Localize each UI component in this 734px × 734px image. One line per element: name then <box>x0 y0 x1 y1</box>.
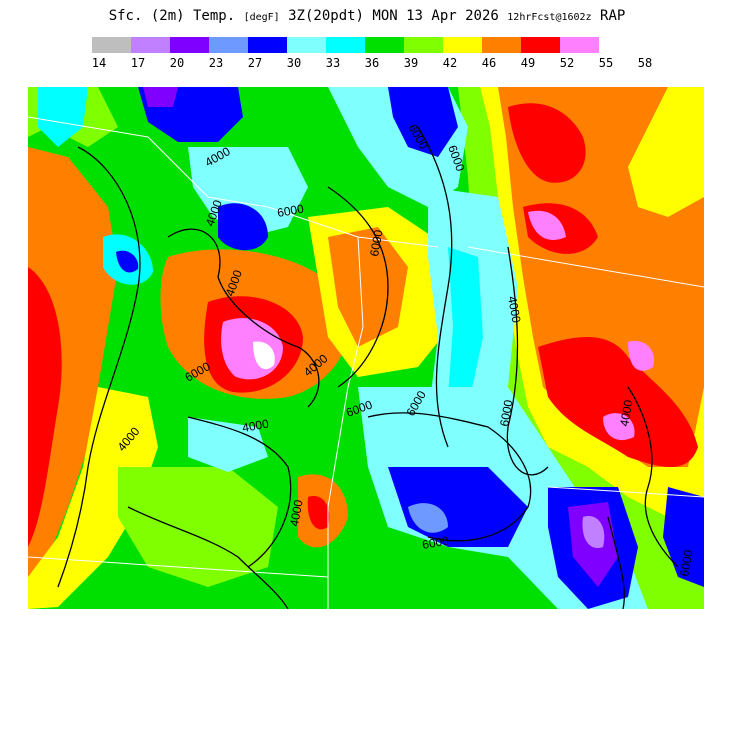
legend-swatch <box>365 37 404 53</box>
state-line-north <box>28 116 439 248</box>
legend-tick-label: 46 <box>481 56 497 70</box>
legend-swatch <box>560 37 599 53</box>
state-line-ne <box>467 246 704 288</box>
region-south-periwinkle <box>408 503 448 533</box>
contour-label: 6000 <box>276 201 305 219</box>
region-central-white <box>253 341 275 370</box>
legend-tick-label: 58 <box>637 56 653 70</box>
contour-4 <box>417 126 453 448</box>
legend-tick-label: 27 <box>247 56 263 70</box>
contour-label: 4000 <box>287 498 305 527</box>
region-center-orange <box>328 227 408 347</box>
legend-swatch <box>248 37 287 53</box>
title-main: Sfc. (2m) Temp. <box>108 8 236 24</box>
elevation-contours <box>57 126 679 609</box>
region-e-pink <box>628 340 654 371</box>
title-run: 12hrFcst@1602z <box>507 12 592 23</box>
region-west-red <box>28 267 62 547</box>
region-ne-pink <box>528 210 566 240</box>
legend-tick-label: 17 <box>130 56 146 70</box>
legend-tick-label: 42 <box>442 56 458 70</box>
region-e-pink-2 <box>603 413 635 441</box>
legend-tick-label: 49 <box>520 56 536 70</box>
legend-swatch <box>404 37 443 53</box>
state-line-east <box>547 486 704 498</box>
state-line-south <box>28 556 329 578</box>
temperature-map: 4000 6000 6000 6000 4000 4000 4000 6000 … <box>28 87 704 609</box>
legend-tick-label: 33 <box>325 56 341 70</box>
legend-tick-label: 36 <box>364 56 380 70</box>
contour-label: 6000 <box>677 548 695 577</box>
region-se-lavender <box>582 516 605 549</box>
contour-8 <box>627 386 679 568</box>
map-title: Sfc. (2m) Temp. [degF] 3Z(20pdt) MON 13 … <box>0 8 734 24</box>
region-nw-cyan <box>38 87 88 147</box>
region-west-orange <box>28 147 118 577</box>
legend-swatch <box>521 37 560 53</box>
legend-ticks: 14 17 20 23 27 30 33 36 39 42 46 49 52 55 58 <box>0 56 734 72</box>
contour-10 <box>127 506 289 609</box>
region-s-red <box>307 496 330 530</box>
legend-tick-label: 30 <box>286 56 302 70</box>
legend-swatch <box>443 37 482 53</box>
legend-swatch <box>92 37 131 53</box>
color-legend <box>92 37 599 53</box>
map-canvas: 4000 6000 6000 6000 4000 4000 4000 6000 … <box>28 87 704 609</box>
region-cn-blue <box>218 203 268 251</box>
contour-label: 6000 <box>497 398 515 427</box>
contour-label: 4000 <box>241 416 270 434</box>
region-spine-cyan <box>448 247 483 407</box>
contour-1 <box>57 146 141 588</box>
contour-label: 6000 <box>421 533 450 551</box>
legend-swatch <box>170 37 209 53</box>
title-time: 3Z(20pdt) MON 13 Apr 2026 <box>288 8 499 24</box>
contour-7 <box>187 416 292 568</box>
legend-swatch <box>326 37 365 53</box>
contour-5 <box>506 246 549 476</box>
contour-9 <box>607 516 625 609</box>
legend-tick-label: 20 <box>169 56 185 70</box>
legend-tick-label: 23 <box>208 56 224 70</box>
contour-label: 6000 <box>367 228 385 257</box>
legend-tick-label: 39 <box>403 56 419 70</box>
region-nw-blue <box>116 250 139 273</box>
contour-label: 4000 <box>505 295 523 324</box>
contour-6 <box>367 412 532 542</box>
region-east-red <box>538 337 698 467</box>
legend-tick-label: 55 <box>598 56 614 70</box>
title-model: RAP <box>600 8 626 24</box>
region-sw-yellow <box>28 387 158 609</box>
legend-swatch <box>131 37 170 53</box>
legend-swatch <box>482 37 521 53</box>
region-n-purple <box>143 87 178 107</box>
region-cne-blue <box>388 87 458 157</box>
region-sw-lightcyan <box>188 417 268 472</box>
legend-swatch <box>287 37 326 53</box>
legend-tick-label: 14 <box>91 56 107 70</box>
state-line-central <box>327 236 364 609</box>
title-units: [degF] <box>243 12 280 23</box>
state-boundaries <box>28 116 704 609</box>
region-ne-red <box>508 103 586 183</box>
contour-3 <box>327 186 389 388</box>
contour-label: 4000 <box>617 398 635 427</box>
contour-2 <box>167 228 320 408</box>
legend-tick-label: 52 <box>559 56 575 70</box>
legend-swatch <box>209 37 248 53</box>
